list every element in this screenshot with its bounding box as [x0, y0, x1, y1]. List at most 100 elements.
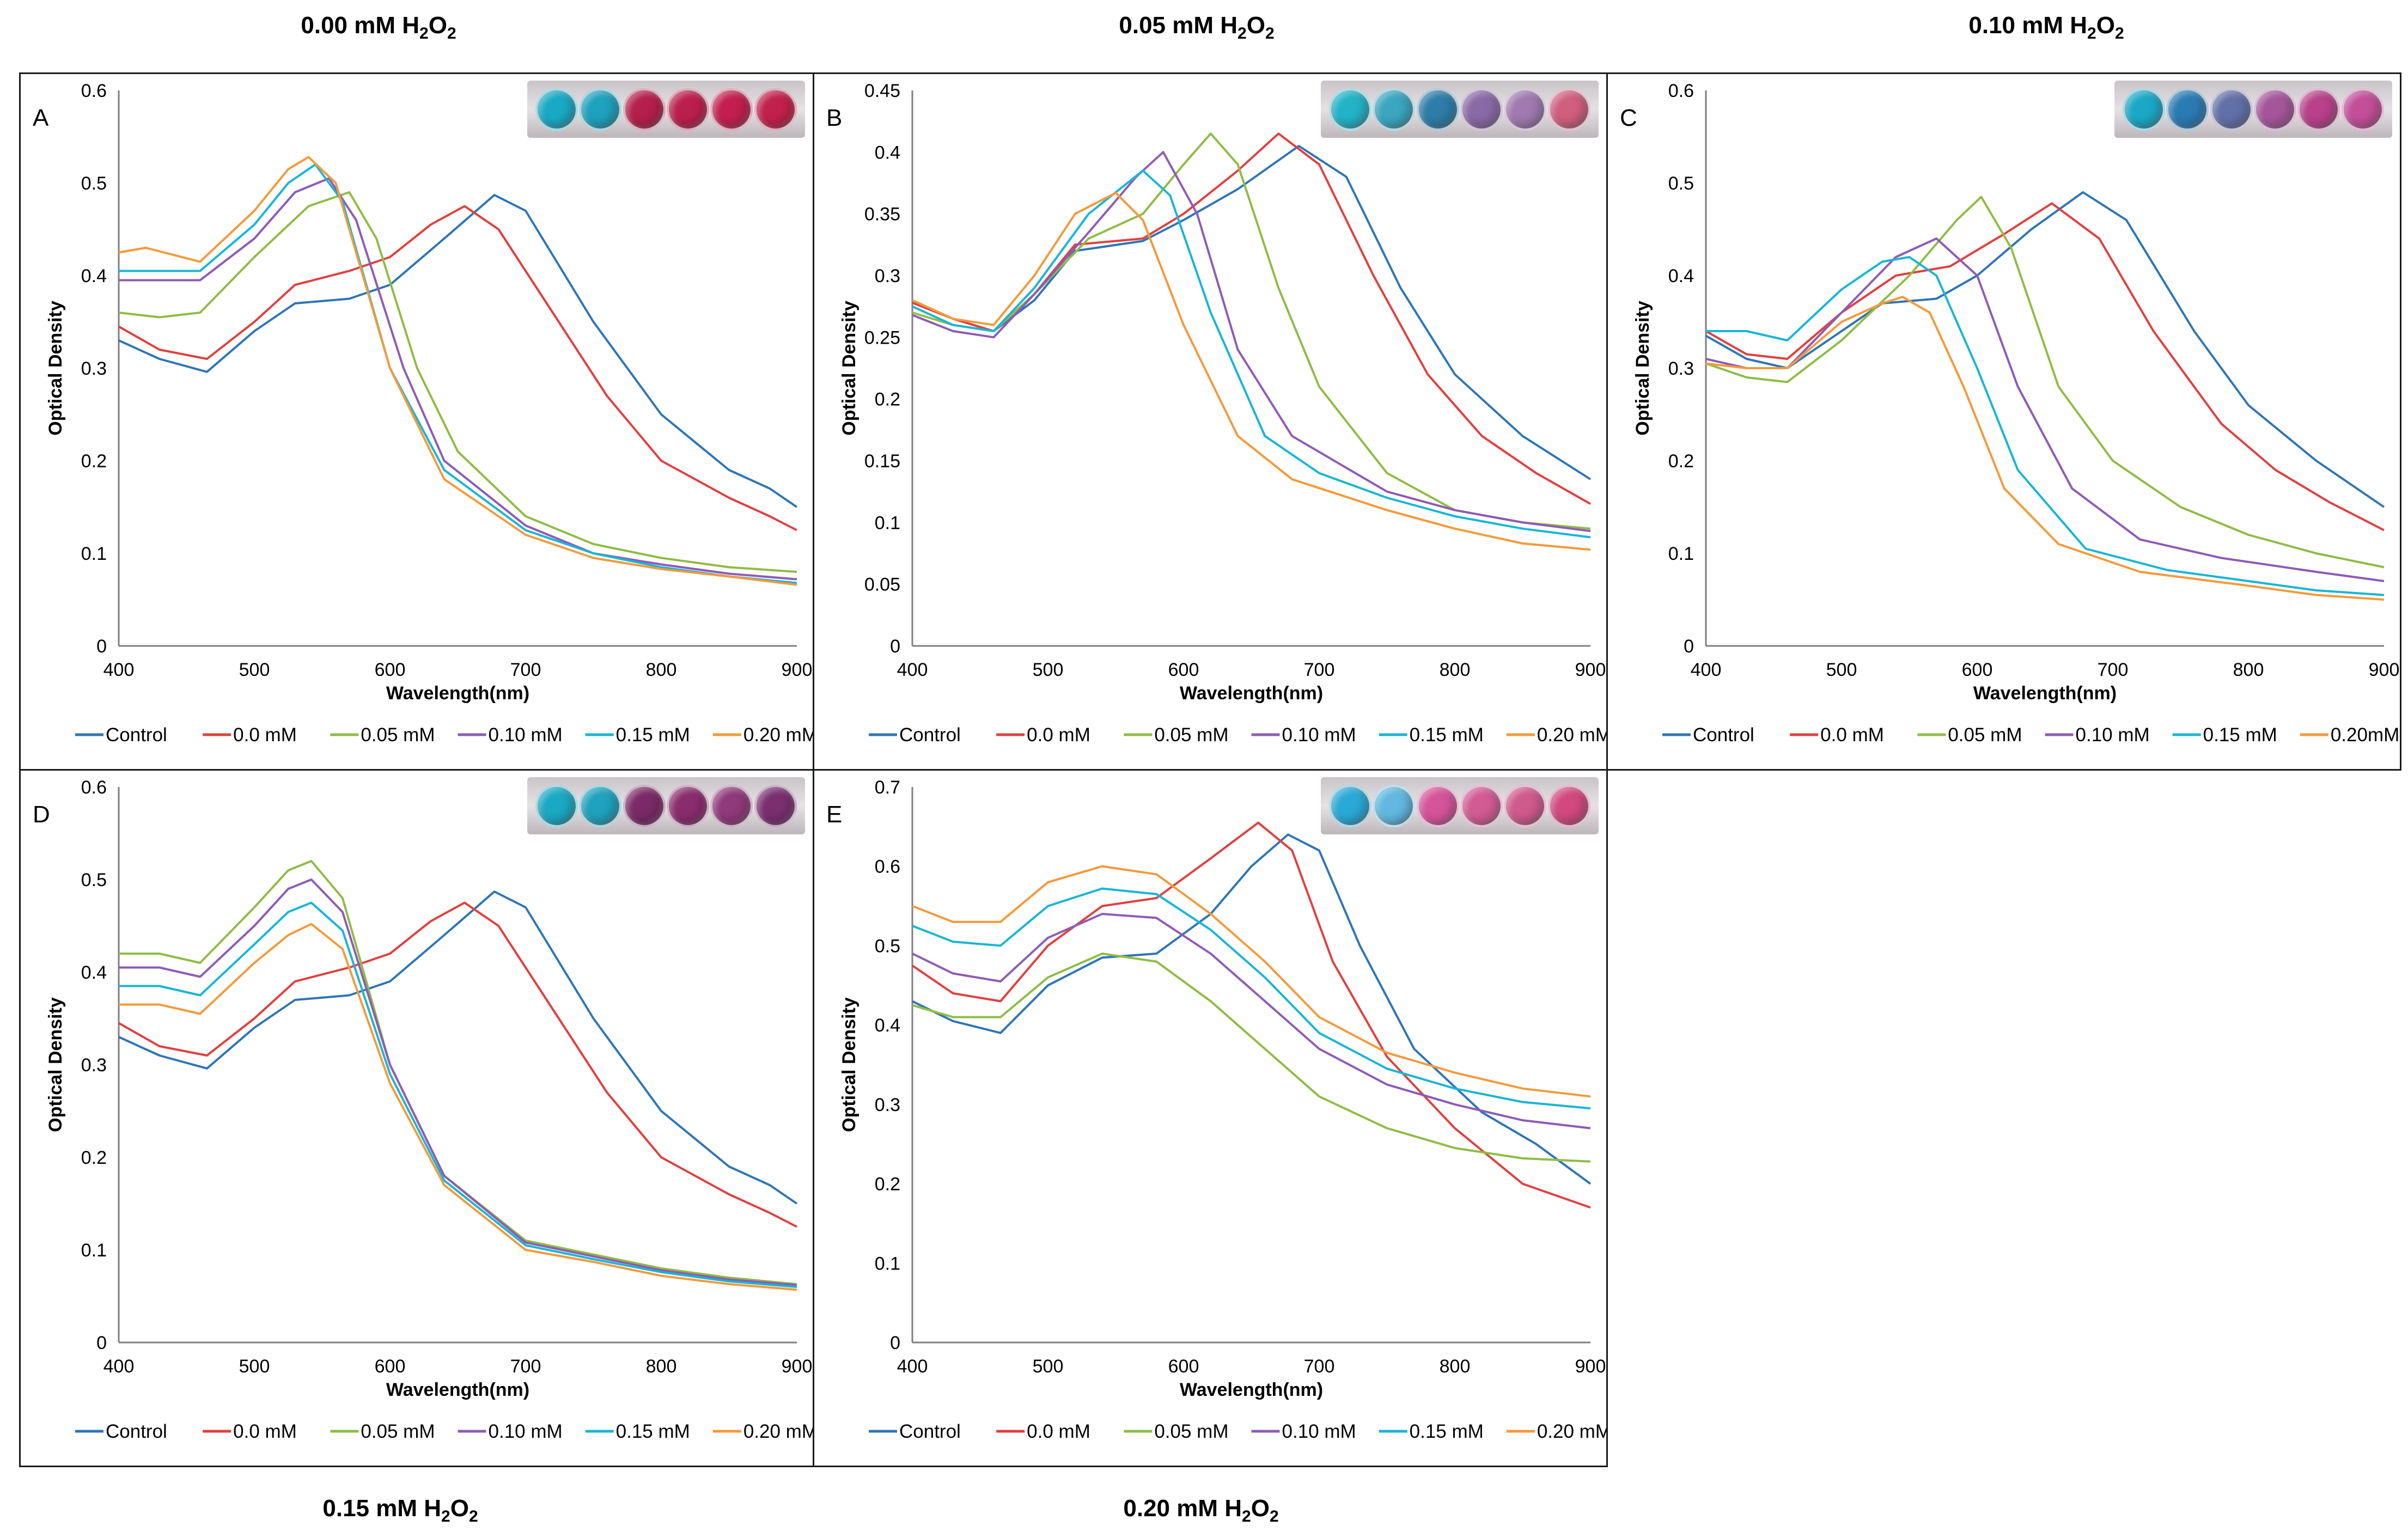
- condition-title-0-10: 0.10 mM H2O2: [1968, 12, 2124, 42]
- sample-well: [2254, 88, 2297, 131]
- y-tick-label: 0.35: [864, 204, 900, 225]
- x-tick-label: 800: [646, 660, 677, 680]
- y-axis-title: Optical Density: [839, 997, 859, 1132]
- series-line-0-20-mm: [119, 923, 797, 1291]
- chart-panel-c: C 0 0.1 0.2 0.3 0.4 0.5 0.6 400 500 600 700 800 900 Wa…: [1606, 72, 2401, 771]
- sample-well: [1547, 784, 1590, 827]
- panel-letter: C: [1620, 105, 1637, 131]
- series-line-0-20-mm: [912, 865, 1591, 1098]
- series-line-0-15-mm: [912, 887, 1591, 1110]
- y-tick-label: 0.6: [875, 857, 900, 877]
- sample-well: [1504, 88, 1547, 131]
- sample-well: [579, 88, 622, 131]
- x-tick-label: 900: [782, 660, 813, 680]
- panel-letter: B: [826, 105, 842, 131]
- sample-wells-photo: [527, 777, 805, 834]
- y-tick-label: 0.4: [875, 1015, 900, 1036]
- x-tick-label: 600: [375, 1356, 406, 1377]
- series-line-0-05-mm: [912, 953, 1591, 1163]
- series-line-0-0-mm: [118, 205, 797, 532]
- sample-well: [2166, 88, 2209, 131]
- chart-svg: B 0 0.05 0.1 0.15 0.2 0.25 0.3 0.35 0.4 0.45 400 500…: [826, 81, 1606, 746]
- x-tick-label: 400: [897, 660, 928, 680]
- legend-label: 0.05 mM: [361, 724, 435, 746]
- y-tick-label: 0.2: [81, 1148, 107, 1168]
- sample-well: [2341, 88, 2384, 131]
- x-tick-label: 500: [1033, 1356, 1064, 1377]
- y-tick-label: 0.6: [81, 81, 107, 101]
- chart-panel-a: A 0 0.1 0.2 0.3 0.4 0.5 0.6 400 500 600 700 800 900 Wa…: [19, 72, 814, 771]
- legend-label: 0.0 mM: [1820, 724, 1884, 746]
- x-tick-label: 700: [510, 1356, 541, 1377]
- y-tick-label: 0.1: [875, 1253, 900, 1274]
- legend-label: 0.0 mM: [1027, 1421, 1090, 1442]
- sample-well: [1416, 88, 1459, 131]
- x-tick-label: 600: [375, 660, 406, 680]
- sample-well: [623, 784, 666, 827]
- legend-label: Control: [1693, 724, 1754, 746]
- y-tick-label: 0.3: [81, 1055, 107, 1076]
- x-tick-label: 400: [1691, 660, 1722, 680]
- sample-wells-photo: [1321, 81, 1599, 138]
- sample-well: [1329, 784, 1372, 827]
- x-tick-label: 900: [1575, 660, 1606, 680]
- x-tick-label: 700: [1304, 1356, 1335, 1377]
- y-tick-label: 0.05: [864, 575, 900, 595]
- x-tick-label: 500: [1033, 660, 1064, 680]
- series-line-control: [118, 890, 798, 1205]
- legend-label: 0.20 mM: [743, 1421, 813, 1442]
- series-line-0-20-mm: [912, 192, 1591, 551]
- series-line-0-05-mm: [1705, 196, 2385, 569]
- series-line-0-15-mm: [1706, 256, 2385, 596]
- sample-well: [535, 88, 578, 131]
- series-line-0-10-mm: [119, 177, 797, 581]
- sample-wells-photo: [2114, 81, 2392, 138]
- sample-well: [579, 784, 622, 827]
- y-tick-label: 0.6: [1668, 81, 1694, 101]
- legend-label: Control: [106, 1421, 167, 1442]
- y-tick-label: 0.1: [875, 512, 900, 533]
- sample-well: [667, 88, 710, 131]
- y-tick-label: 0.4: [1668, 266, 1694, 286]
- y-tick-label: 0.2: [875, 389, 900, 410]
- panel-letter: E: [826, 801, 842, 828]
- y-axis-title: Optical Density: [1632, 301, 1653, 436]
- x-axis-title: Wavelength(nm): [1180, 683, 1323, 704]
- chart-svg: E 0 0.1 0.2 0.3 0.4 0.5 0.6 0.7 400 500 600 700 800 90…: [826, 777, 1606, 1442]
- legend-label: 0.10 mM: [489, 1421, 563, 1442]
- chart-panel-e: E 0 0.1 0.2 0.3 0.4 0.5 0.6 0.7 400 500 600 700 800 90…: [813, 769, 1608, 1467]
- chart-svg: D 0 0.1 0.2 0.3 0.4 0.5 0.6 400 500 600 700 800 900 Wa…: [33, 777, 813, 1442]
- y-tick-label: 0.45: [864, 81, 900, 101]
- y-tick-label: 0: [890, 1333, 900, 1353]
- x-tick-label: 500: [239, 660, 270, 680]
- condition-title-0-15: 0.15 mM H2O2: [322, 1495, 478, 1525]
- x-tick-label: 700: [2098, 660, 2129, 680]
- legend-label: 0.20 mM: [1537, 724, 1606, 746]
- x-tick-label: 800: [1440, 1356, 1471, 1377]
- x-tick-label: 400: [103, 660, 135, 680]
- y-tick-label: 0.6: [81, 777, 107, 798]
- sample-well: [2210, 88, 2253, 131]
- y-tick-label: 0.5: [81, 173, 107, 194]
- y-tick-label: 0.15: [864, 451, 900, 472]
- y-tick-label: 0: [96, 636, 107, 657]
- legend-label: 0.20 mM: [743, 724, 813, 746]
- y-tick-label: 0.3: [875, 266, 900, 286]
- legend-label: 0.10 mM: [1282, 724, 1356, 746]
- sample-well: [2297, 88, 2340, 131]
- sample-well: [1504, 784, 1547, 827]
- series-line-0-0-mm: [118, 901, 797, 1228]
- x-axis-title: Wavelength(nm): [386, 1380, 529, 1400]
- x-tick-label: 800: [1440, 660, 1471, 680]
- series-line-0-05-mm: [912, 132, 1591, 530]
- series-line-control: [118, 194, 798, 508]
- x-tick-label: 400: [897, 1356, 928, 1377]
- y-tick-label: 0.1: [81, 544, 107, 564]
- legend-label: 0.0 mM: [1027, 724, 1090, 746]
- series-line-0-0-mm: [912, 132, 1591, 505]
- sample-well: [2123, 88, 2166, 131]
- legend-label: Control: [899, 724, 961, 746]
- condition-title-0-20: 0.20 mM H2O2: [1123, 1495, 1279, 1525]
- x-tick-label: 600: [1962, 660, 1993, 680]
- y-tick-label: 0: [1684, 636, 1694, 657]
